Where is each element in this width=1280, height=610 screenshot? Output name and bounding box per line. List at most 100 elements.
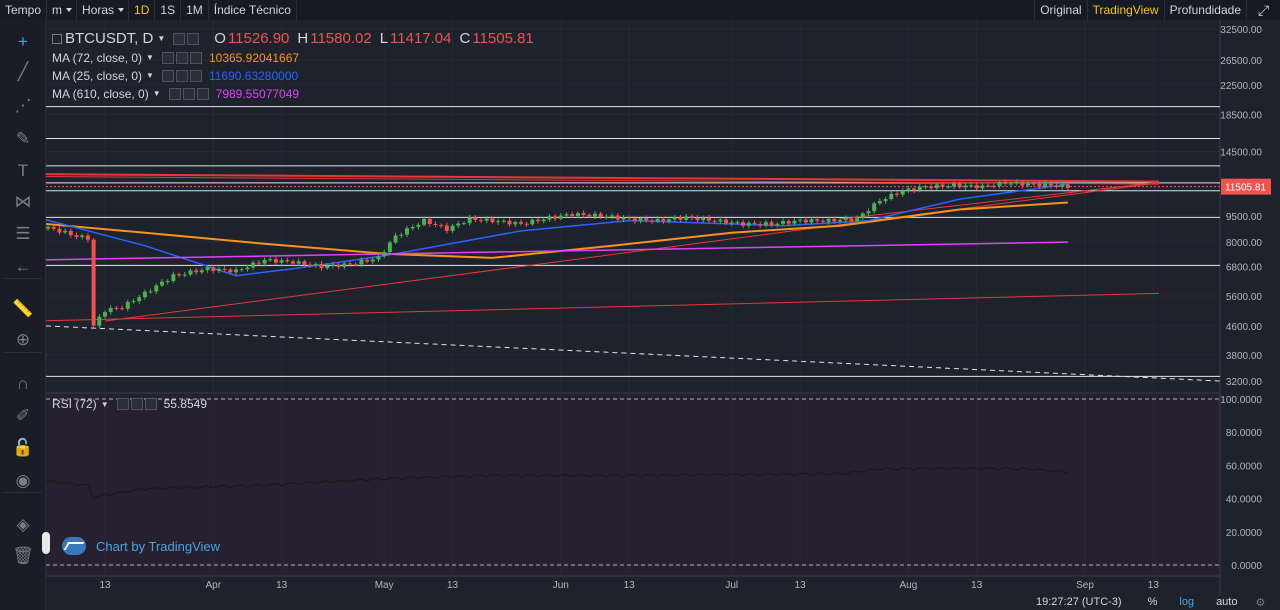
text-icon[interactable]: T [17, 161, 29, 180]
ohlc-key: H [297, 30, 309, 47]
candle-body [507, 220, 512, 225]
candle-body [291, 261, 296, 264]
candle-body [131, 301, 136, 303]
candle-body [969, 185, 974, 187]
rsi-tick-label: 80.0000 [1226, 428, 1263, 439]
candle-body [262, 259, 267, 264]
eye-icon[interactable]: ◉ [15, 471, 31, 490]
candle-body [319, 263, 324, 269]
indicator-hide-button[interactable] [175, 70, 188, 82]
tool-separator [4, 492, 42, 493]
panel-collapse-handle[interactable] [42, 532, 50, 554]
layers-icon[interactable]: ◈ [16, 515, 30, 534]
price-tick-label: 9500.00 [1226, 212, 1263, 223]
toolbar-interval-5[interactable]: 1M [181, 0, 209, 20]
candle-body [974, 185, 979, 189]
pattern-icon[interactable]: ⋈ [14, 192, 32, 211]
candle-body [239, 269, 244, 271]
candle-body [672, 217, 677, 220]
ruler-icon[interactable]: 📏 [12, 299, 34, 318]
rsi-hide-button[interactable] [130, 398, 143, 410]
rsi-caret-icon[interactable]: ▼ [100, 399, 109, 409]
magnet-icon[interactable]: ∩ [16, 374, 30, 393]
indicator-hide-button[interactable] [182, 88, 195, 100]
candle-body [479, 219, 484, 221]
candle-body [393, 235, 398, 243]
indicator-settings-button[interactable] [161, 70, 174, 82]
view-tab-2[interactable]: Profundidade [1163, 0, 1246, 20]
zoom-icon[interactable]: ⊕ [15, 330, 31, 349]
toolbar-select-1[interactable]: m [47, 0, 78, 20]
fib-icon[interactable]: ☰ [15, 224, 31, 243]
back-arrow-icon[interactable]: ← [14, 257, 32, 276]
indicator-caret-icon[interactable]: ▼ [146, 71, 154, 80]
tradingview-watermark[interactable]: Chart by TradingView [62, 537, 220, 555]
toolbar-select-2[interactable]: Horas [77, 0, 130, 20]
candle-body [724, 219, 729, 224]
ohlc-value: 11417.04 [390, 30, 452, 47]
crosshair-icon[interactable]: + [18, 32, 28, 51]
candle-body [900, 190, 905, 195]
candle-body [1020, 181, 1025, 186]
lock-icon[interactable]: 🔓 [12, 438, 34, 457]
view-tab-0[interactable]: Original [1034, 0, 1086, 20]
indicator-remove-button[interactable] [189, 70, 202, 82]
candle-body [228, 269, 233, 273]
rsi-tick-label: 0.0000 [1231, 561, 1262, 572]
price-axis[interactable]: 32500.00 26500.00 22500.00 18500.00 14500.00… [1220, 25, 1271, 388]
indicator-remove-button[interactable] [189, 52, 202, 64]
indicator-label[interactable]: MA (72, close, 0) [52, 51, 143, 65]
indicator-hide-button[interactable] [175, 52, 188, 64]
candle-body [273, 259, 278, 263]
indicator-label[interactable]: MA (25, close, 0) [52, 69, 143, 83]
time-axis[interactable]: 13 Apr 13 May 13 Jun 13 Jul 13 Aug 13 Sep 13 [99, 580, 1159, 591]
candle-body [593, 213, 597, 217]
brush-icon[interactable]: ✎ [15, 129, 31, 148]
rsi-label[interactable]: RSI (72) [52, 397, 97, 411]
ohlc-value: 11505.81 [472, 30, 534, 47]
log-scale-button[interactable]: log [1179, 596, 1195, 608]
trend-lines[interactable] [36, 173, 1221, 382]
indicator-caret-icon[interactable]: ▼ [152, 89, 161, 98]
indicator-settings-button[interactable] [168, 88, 181, 100]
expand-icon[interactable]: ⤢ [1246, 0, 1280, 20]
candle-body [775, 223, 780, 225]
toolbar-interval-4[interactable]: 1S [155, 0, 182, 20]
rsi-legend: RSI (72) ▼ 55.8549 [52, 396, 207, 412]
indicator-caret-icon[interactable]: ▼ [146, 53, 154, 62]
settings-button[interactable] [173, 33, 186, 45]
candle-body [376, 256, 381, 260]
hide-button[interactable] [187, 33, 200, 45]
trash-icon[interactable]: 🗑 [12, 546, 34, 565]
toolbar-button-6[interactable]: Índice Técnico [209, 0, 297, 20]
candle-body [826, 218, 831, 222]
candle-body [729, 222, 734, 224]
symbol-checkbox[interactable] [52, 34, 62, 44]
auto-scale-button[interactable]: auto [1216, 596, 1238, 608]
rsi-axis[interactable]: 100.0000 80.0000 60.0000 40.0000 20.0000 0.00… [1220, 395, 1262, 572]
view-tab-1[interactable]: TradingView [1086, 0, 1164, 20]
candle-body [923, 186, 928, 188]
candle-body [752, 222, 757, 224]
lock-draw-icon[interactable]: ✐ [15, 406, 31, 425]
indicator-settings-button[interactable] [161, 52, 174, 64]
rsi-remove-button[interactable] [144, 398, 157, 410]
pitchfork-icon[interactable]: ⋰ [14, 96, 32, 115]
percent-scale-button[interactable]: % [1147, 596, 1158, 608]
rsi-settings-button[interactable] [116, 398, 129, 410]
toolbar-interval-3[interactable]: 1D [129, 0, 156, 20]
gear-icon[interactable]: ⚙ [1255, 596, 1266, 609]
symbol-label[interactable]: BTCUSDT, D [65, 30, 154, 47]
time-tick-label: May [375, 580, 394, 591]
symbol-caret-icon[interactable]: ▼ [157, 34, 166, 43]
indicator-remove-button[interactable] [196, 88, 209, 100]
candle-body [997, 182, 1002, 187]
indicator-label[interactable]: MA (610, close, 0) [52, 87, 149, 101]
candle-body [781, 220, 786, 224]
rsi-buttons [116, 398, 159, 410]
rsi-tick-label: 60.0000 [1226, 461, 1263, 472]
candle-body [655, 218, 660, 222]
candle-body [177, 274, 182, 276]
trend-line-icon[interactable]: ╱ [17, 62, 29, 81]
